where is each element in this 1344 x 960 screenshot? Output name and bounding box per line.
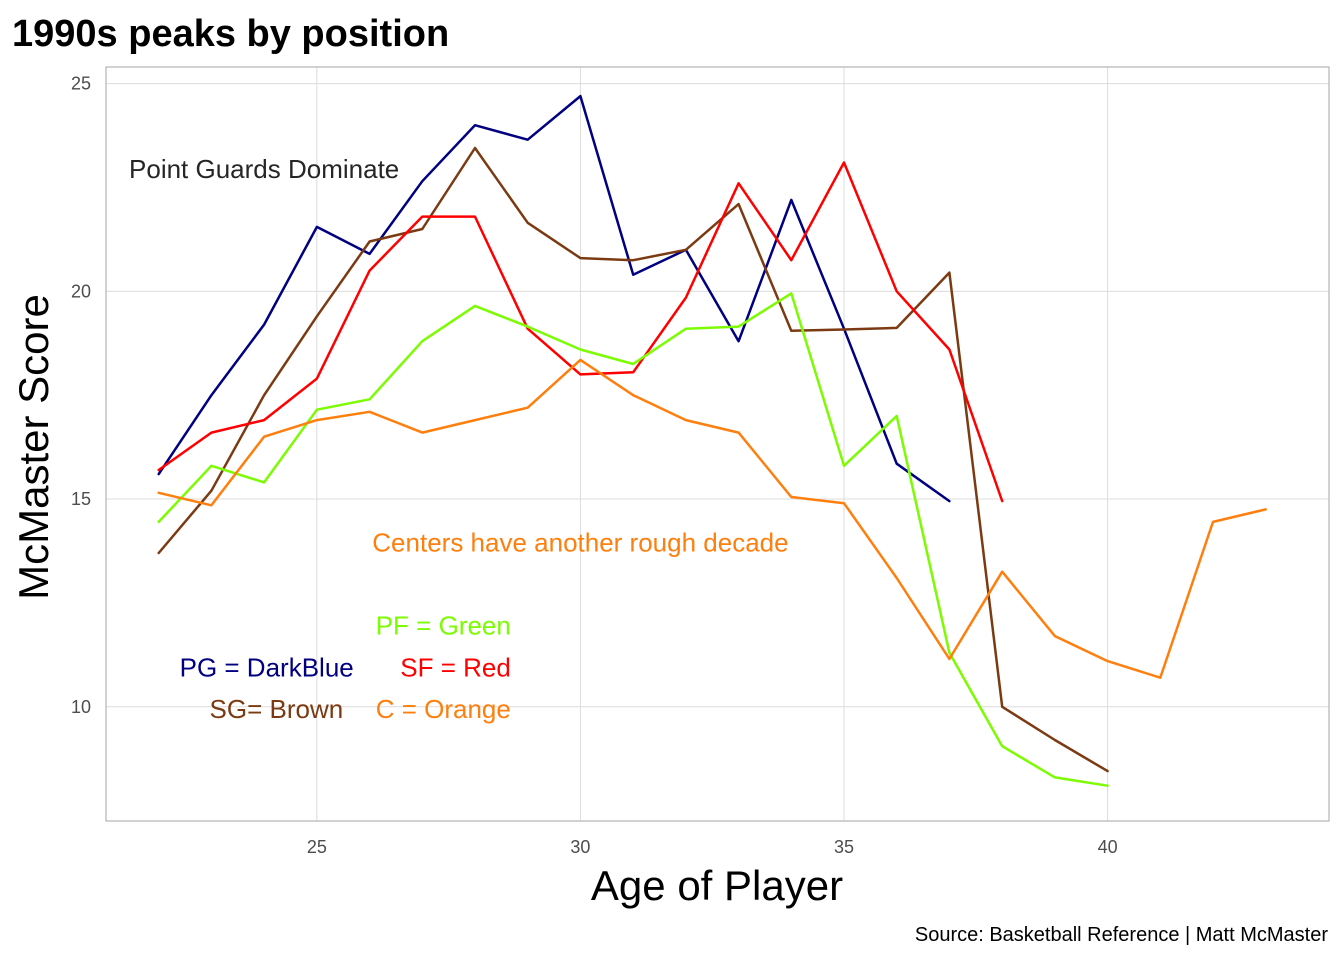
y-tick-label: 25 [71,74,91,94]
x-tick-label: 30 [570,837,590,857]
annotation-label: PG = DarkBlue [180,652,354,682]
annotation-label: SF = Red [400,652,511,682]
x-tick-label: 35 [834,837,854,857]
y-axis-ticks: 10 15 20 25 [71,74,91,717]
y-tick-label: 10 [71,697,91,717]
chart-caption: Source: Basketball Reference | Matt McMa… [915,924,1328,946]
annotation-label: Point Guards Dominate [129,154,399,184]
y-tick-label: 15 [71,489,91,509]
annotation-label: C = Orange [376,694,511,724]
y-axis-title: McMaster Score [10,294,57,600]
annotation-label: PF = Green [376,611,511,641]
series-line-sf [157,161,1004,503]
x-tick-label: 25 [307,837,327,857]
series-line-sg [157,146,1109,773]
series-line-pf [157,292,1109,787]
x-axis-ticks: 25 30 35 40 [307,837,1118,857]
series-line-pg [157,94,951,503]
series-line-c [157,358,1267,679]
annotation-label: SG= Brown [210,694,344,724]
annotation-layer: Point Guards Dominate Centers have anothe… [129,154,789,724]
y-tick-label: 20 [71,281,91,301]
chart-title: 1990s peaks by position [12,13,449,55]
x-axis-title: Age of Player [591,862,843,909]
annotation-label: Centers have another rough decade [372,528,788,558]
series-layer [157,94,1267,787]
x-tick-label: 40 [1098,837,1118,857]
plot-frame [105,66,1330,822]
gridlines [106,67,1329,821]
